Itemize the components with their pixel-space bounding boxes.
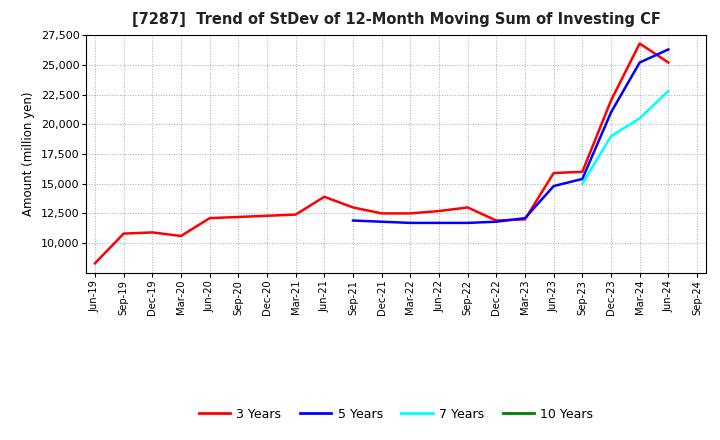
5 Years	[464, 220, 472, 226]
Line: 7 Years: 7 Years	[582, 91, 668, 183]
3 Years	[406, 211, 415, 216]
5 Years	[406, 220, 415, 226]
3 Years	[348, 205, 357, 210]
3 Years	[320, 194, 328, 199]
3 Years	[91, 260, 99, 266]
7 Years	[635, 116, 644, 121]
5 Years	[521, 216, 529, 221]
3 Years	[492, 218, 500, 223]
3 Years	[176, 233, 185, 238]
5 Years	[607, 110, 616, 115]
Line: 5 Years: 5 Years	[353, 49, 668, 223]
3 Years	[607, 98, 616, 103]
3 Years	[464, 205, 472, 210]
3 Years	[435, 209, 444, 214]
7 Years	[578, 181, 587, 186]
5 Years	[635, 60, 644, 65]
3 Years	[263, 213, 271, 218]
5 Years	[549, 183, 558, 189]
3 Years	[521, 216, 529, 222]
5 Years	[377, 219, 386, 224]
3 Years	[205, 216, 214, 221]
5 Years	[492, 219, 500, 224]
3 Years	[664, 60, 672, 65]
5 Years	[348, 218, 357, 223]
Line: 3 Years: 3 Years	[95, 44, 668, 263]
Y-axis label: Amount (million yen): Amount (million yen)	[22, 92, 35, 216]
3 Years	[234, 214, 243, 220]
3 Years	[578, 169, 587, 174]
7 Years	[664, 88, 672, 94]
7 Years	[607, 133, 616, 139]
Title: [7287]  Trend of StDev of 12-Month Moving Sum of Investing CF: [7287] Trend of StDev of 12-Month Moving…	[132, 12, 660, 27]
3 Years	[292, 212, 300, 217]
3 Years	[635, 41, 644, 46]
5 Years	[664, 47, 672, 52]
3 Years	[120, 231, 128, 236]
Legend: 3 Years, 5 Years, 7 Years, 10 Years: 3 Years, 5 Years, 7 Years, 10 Years	[194, 403, 598, 425]
5 Years	[435, 220, 444, 226]
3 Years	[148, 230, 157, 235]
3 Years	[549, 170, 558, 176]
3 Years	[377, 211, 386, 216]
5 Years	[578, 176, 587, 182]
